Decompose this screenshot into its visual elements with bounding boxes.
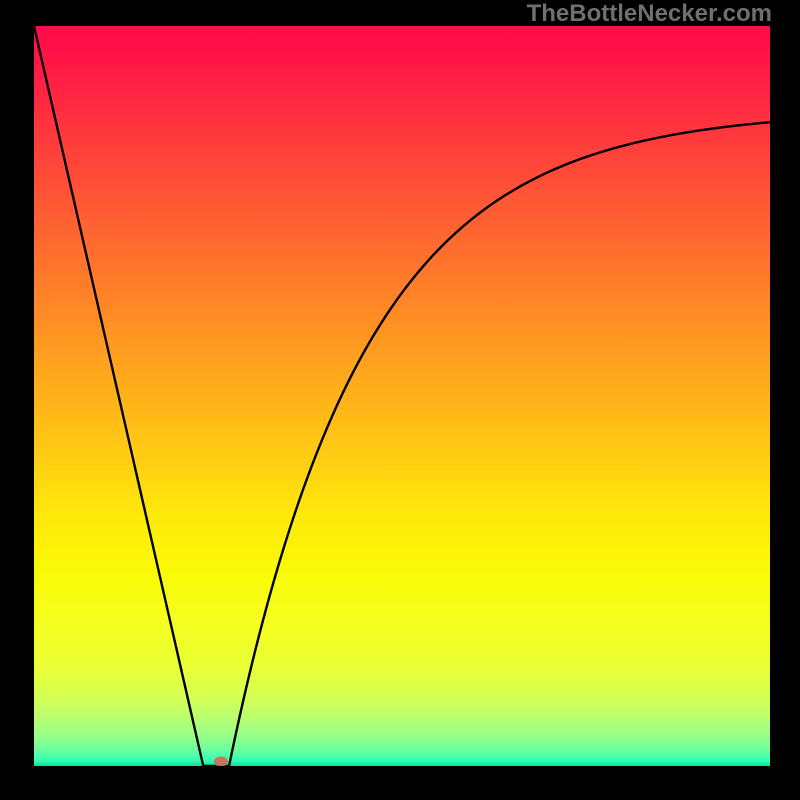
plot-area — [34, 26, 770, 766]
chart-frame: TheBottleNecker.com — [0, 0, 800, 800]
plot-svg — [34, 26, 770, 766]
watermark-text: TheBottleNecker.com — [527, 0, 772, 28]
